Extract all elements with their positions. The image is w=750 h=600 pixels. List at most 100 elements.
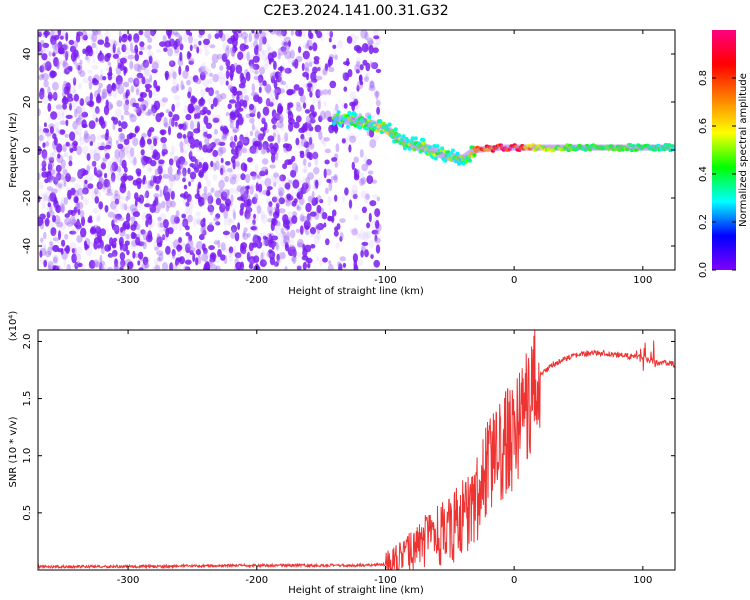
spectrogram-noise-cell [291,245,297,255]
snr-panel: -300 -200 -100 0 100 0.51.01.52.0 Height of … [8,311,676,596]
spectrogram-noise-cell [222,41,227,51]
spectrogram-noise-cell [249,63,255,74]
spectrogram-noise-cell [82,34,88,41]
spectrogram-noise-cell [262,144,267,154]
spectrogram-noise-cell [326,30,333,37]
signal-cell [433,156,438,161]
spectrogram-noise-cell [353,173,360,181]
spectrogram-noise-cell [334,54,338,61]
spectrogram-noise-cell [141,212,148,222]
spectrogram-noise-cell [250,184,256,190]
spectrogram-noise-cell [329,30,334,38]
spectrogram-noise-cell [135,168,142,175]
spectrogram-noise-cell [273,79,278,89]
spectrogram-noise-cell [98,182,106,189]
spectrogram-noise-cell [95,117,99,123]
spectrogram-noise-cell [120,226,123,233]
spectrogram-noise-cell [88,259,96,269]
spectrogram-noise-cell [229,47,236,54]
spectrogram-noise-cell [52,30,57,38]
spectrogram-noise-cell [38,108,41,117]
spectrogram-noise-cell [324,148,331,154]
spectrogram-noise-cell [269,72,276,80]
x-tick-label: -200 [245,575,268,586]
spectrogram-noise-cell [223,210,228,219]
spectrogram-noise-cell [262,106,270,116]
spectrogram-noise-cell [119,264,127,269]
snr-x-ticks: -300 -200 -100 0 100 [117,330,652,586]
colorbar-ticks: 0.00.20.40.60.8 [698,70,736,278]
spectrogram-noise-cell [107,267,113,270]
spectrogram-noise-cell [310,78,315,85]
spectrogram-noise-cell [51,149,57,159]
spectrogram-noise-cell [204,68,212,78]
spectrogram-noise-cell [110,197,115,203]
spectrogram-noise-cell [99,262,103,270]
spectrogram-noise-cell [254,32,260,39]
x-tick-label: 0 [511,575,517,586]
spectrogram-noise-cell [81,111,89,118]
spectrogram-noise-cell [198,169,205,179]
spectrogram-noise-cell [225,59,231,68]
spectrogram-noise-cell [270,221,275,232]
spectrogram-noise-cell [104,144,112,150]
spectrogram-noise-cell [243,227,248,233]
spectrogram-noise-cell [82,187,89,195]
spectrogram-noise-cell [327,195,332,206]
spectrogram-noise-cell [254,250,259,257]
spectrogram-noise-cell [306,120,312,130]
spectrogram-noise-cell [182,70,189,79]
spectrogram-noise-cell [52,237,60,242]
spectrogram-noise-cell [69,131,76,141]
spectrogram-noise-cell [234,145,239,154]
spectrogram-noise-cell [52,259,59,265]
spectrogram-noise-cell [334,161,338,168]
spectrogram-noise-cell [334,194,338,202]
spectrogram-noise-cell [265,84,272,94]
spectrogram-noise-cell [299,214,305,223]
spectrogram-noise-cell [301,30,307,38]
spectrogram-noise-cell [210,142,216,148]
spectrogram-noise-cell [328,37,332,43]
spectrogram-noise-cell [209,222,213,227]
spectrogram-noise-cell [47,86,51,95]
spectrogram-noise-cell [339,218,346,224]
spectrogram-noise-cell [251,144,259,154]
spectrogram-noise-cell [96,109,100,115]
spectrogram-noise-cell [251,65,257,73]
spectrogram-noise-cell [83,133,91,144]
spectrogram-noise-cell [353,156,359,163]
spectrogram-noise-cell [140,155,145,164]
spectrogram-noise-cell [198,40,202,46]
spectrogram-noise-cell [74,108,78,118]
spectrogram-noise-cell [318,129,322,136]
spectrogram-noise-cell [308,134,313,142]
signal-cell [449,158,454,162]
spectrogram-noise-cell [246,232,251,238]
spectrogram-noise-cell [195,78,202,85]
spectrogram-noise-cell [187,239,194,249]
spectrogram-noise-cell [223,247,228,253]
spectrogram-noise-cell [201,253,209,262]
spectrogram-noise-cell [62,87,66,94]
spectrogram-noise-cell [48,209,52,215]
spectrogram-noise-cell [147,37,153,43]
spectrogram-noise-cell [270,75,276,84]
spectrogram-noise-cell [121,34,128,43]
signal-cell [634,148,639,152]
spectrogram-noise-cell [66,263,71,270]
spectrogram-noise-cell [125,89,130,97]
spectrogram-noise-cell [144,45,151,52]
spectrogram-noise-cell [142,256,149,266]
spectrogram-noise-cell [99,264,103,270]
spectrogram-noise-cell [273,211,280,219]
spectrogram-noise-cell [121,44,127,53]
spectrogram-noise-cell [94,187,99,195]
spectrogram-noise-cell [206,142,213,149]
spectrogram-noise-cell [359,149,364,158]
spectrogram-noise-cell [215,221,221,226]
spectrogram-noise-cell [314,124,322,133]
spectrogram-noise-cell [254,70,259,75]
spectrogram-noise-cell [374,90,380,98]
